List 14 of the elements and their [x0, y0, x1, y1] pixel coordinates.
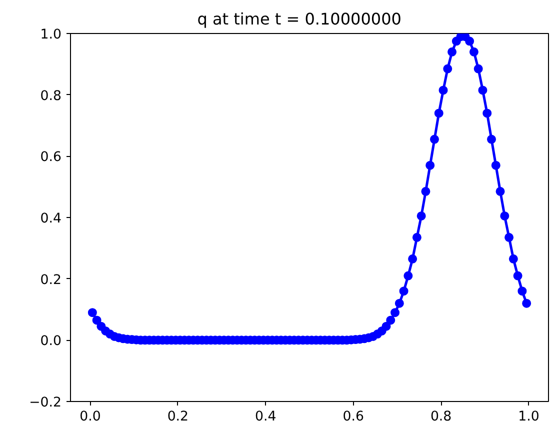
x-tick-label: 0.8: [430, 410, 452, 424]
x-tick-label: 0.4: [255, 410, 276, 424]
x-tick-label: 0.6: [342, 410, 364, 424]
chart-title: q at time t = 0.10000000: [197, 10, 402, 28]
y-tick-label: 0.4: [40, 212, 62, 226]
y-tick-label: −0.2: [29, 396, 62, 410]
y-tick-label: 0.2: [40, 272, 62, 288]
y-tick-label: 0.8: [40, 88, 62, 104]
x-tick-label: 1.0: [518, 410, 540, 424]
x-tick-label: 0.0: [80, 410, 101, 424]
x-tick-label: 0.2: [167, 410, 189, 424]
y-tick-label: 1.0: [40, 28, 62, 42]
y-tick-label: 0.0: [40, 334, 62, 350]
y-tick-label: 0.6: [40, 150, 62, 166]
